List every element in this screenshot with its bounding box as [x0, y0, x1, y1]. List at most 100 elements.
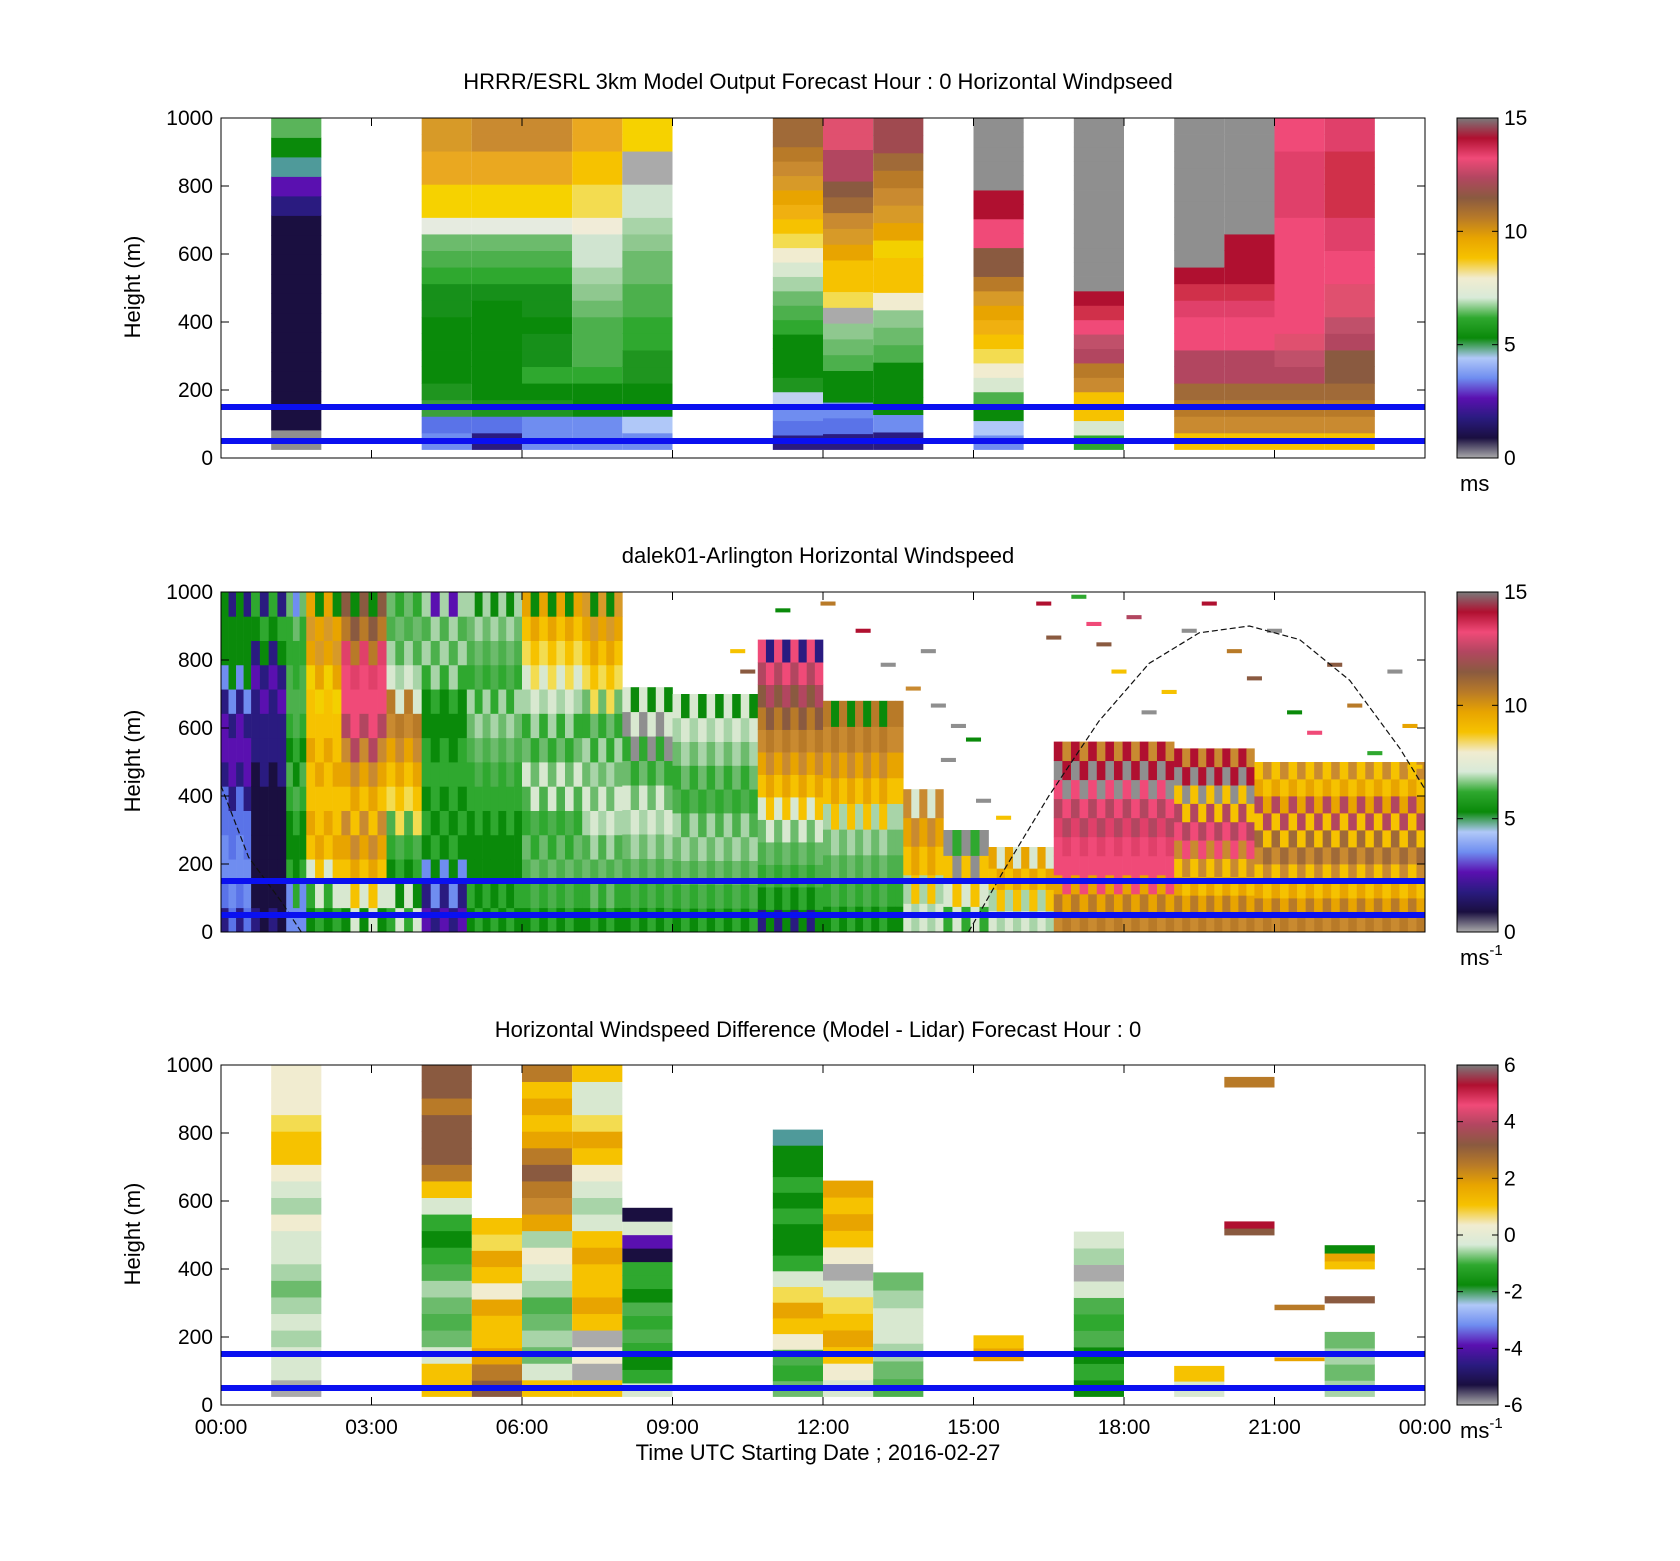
heatmap-cell: [706, 884, 716, 909]
heatmap-cell: [582, 664, 591, 690]
heatmap-cell: [614, 737, 623, 763]
heatmap-cell: [1390, 779, 1400, 797]
heatmap-cell: [790, 842, 799, 865]
heatmap-cell: [522, 234, 573, 251]
heatmap-cell: [271, 1147, 322, 1165]
heatmap-cell: [522, 859, 531, 884]
heatmap-cell: [482, 859, 491, 884]
heatmap-cell: [622, 118, 673, 135]
heatmap-cell: [715, 836, 724, 861]
heatmap-cell: [572, 300, 623, 318]
heatmap-cell: [1399, 847, 1409, 865]
heatmap-cell: [522, 1131, 573, 1149]
heatmap-cell: [988, 910, 997, 932]
heatmap-cell: [498, 713, 507, 739]
heatmap-cell: [506, 859, 515, 884]
heatmap-cell: [572, 200, 623, 218]
heatmap-cell: [1156, 760, 1166, 781]
heatmap-cell: [404, 907, 414, 932]
colorbar-tick-label: -2: [1504, 1281, 1523, 1304]
heatmap-cell: [681, 717, 690, 742]
heatmap-cell: [1073, 290, 1124, 306]
heatmap-cell: [706, 789, 716, 814]
reference-curve: [967, 625, 1425, 932]
heatmap-cell: [911, 817, 920, 847]
colorbar-unit-label: ms-1: [1460, 942, 1503, 970]
heatmap-cell: [871, 700, 880, 727]
heatmap-cell: [973, 132, 1024, 148]
heatmap-cell: [598, 907, 607, 932]
heatmap-cell: [522, 1297, 573, 1315]
heatmap-cell: [1174, 840, 1183, 859]
heatmap-cell: [664, 858, 673, 884]
heatmap-cell: [814, 639, 824, 663]
heatmap-cell: [1324, 316, 1375, 334]
heatmap-cell: [943, 830, 953, 856]
heatmap-cell: [1382, 830, 1392, 848]
heatmap-cell: [482, 883, 491, 909]
heatmap-cell: [774, 797, 783, 820]
data-layer: [271, 1065, 1375, 1397]
heatmap-cell: [421, 1131, 472, 1149]
heatmap-cell: [323, 907, 333, 932]
heatmap-cell: [572, 383, 623, 401]
heatmap-cell: [421, 834, 431, 860]
heatmap-cell: [1230, 876, 1239, 896]
heatmap-cell: [448, 810, 459, 836]
heatmap-cell: [1324, 300, 1375, 318]
heatmap-cell: [1062, 855, 1072, 876]
heatmap-cell: [1174, 366, 1225, 384]
heatmap-cell: [1122, 817, 1132, 838]
heatmap-cell: [471, 333, 522, 351]
heatmap-cell: [1238, 840, 1247, 859]
heatmap-cell: [782, 774, 791, 798]
heatmap-cell: [1174, 383, 1225, 401]
heatmap-cell: [606, 786, 615, 811]
heatmap-cell: [1062, 912, 1072, 932]
heatmap-cell: [1382, 864, 1392, 882]
heatmap-cell: [277, 859, 287, 884]
y-tick-label: 800: [178, 649, 213, 672]
heatmap-cell: [368, 640, 378, 666]
colorbar-unit-label: ms: [1460, 471, 1489, 496]
heatmap-cell: [847, 854, 856, 882]
heatmap-cell: [1156, 893, 1166, 914]
heatmap-cell: [243, 859, 252, 884]
heatmap-cell: [395, 762, 405, 787]
heatmap-cell: [514, 810, 523, 836]
heatmap-cell: [774, 887, 783, 910]
y-tick-label: 1000: [166, 581, 213, 604]
heatmap-cell: [522, 1280, 573, 1298]
heatmap-cell: [323, 592, 333, 617]
heatmap-cell: [1141, 710, 1157, 715]
heatmap-cell: [572, 267, 623, 285]
heatmap-cell: [1348, 830, 1358, 848]
heatmap-cell: [1314, 830, 1323, 848]
heatmap-cell: [359, 616, 369, 641]
heatmap-cell: [268, 834, 278, 860]
heatmap-cell: [530, 689, 540, 714]
heatmap-cell: [855, 880, 864, 907]
heatmap-cell: [855, 700, 864, 727]
heatmap-cell: [664, 834, 673, 859]
heatmap-cell: [622, 283, 673, 301]
heatmap-cell: [976, 798, 992, 803]
heatmap-cell: [895, 700, 904, 727]
heatmap-cell: [823, 260, 874, 277]
heatmap-cell: [1382, 847, 1392, 865]
heatmap-cell: [782, 752, 791, 775]
heatmap-cell: [430, 810, 441, 836]
heatmap-cell: [689, 789, 699, 814]
heatmap-cell: [681, 813, 690, 838]
heatmap-cell: [522, 1114, 573, 1132]
heatmap-cell: [774, 819, 783, 843]
heatmap-cell: [823, 1213, 874, 1231]
heatmap-cell: [359, 834, 369, 860]
heatmap-cell: [590, 883, 599, 909]
heatmap-cell: [887, 854, 896, 882]
heatmap-cell: [873, 344, 924, 363]
heatmap-cell: [1113, 817, 1123, 838]
heatmap-cell: [471, 217, 522, 235]
heatmap-cell: [973, 377, 1024, 393]
heatmap-cell: [368, 592, 378, 617]
